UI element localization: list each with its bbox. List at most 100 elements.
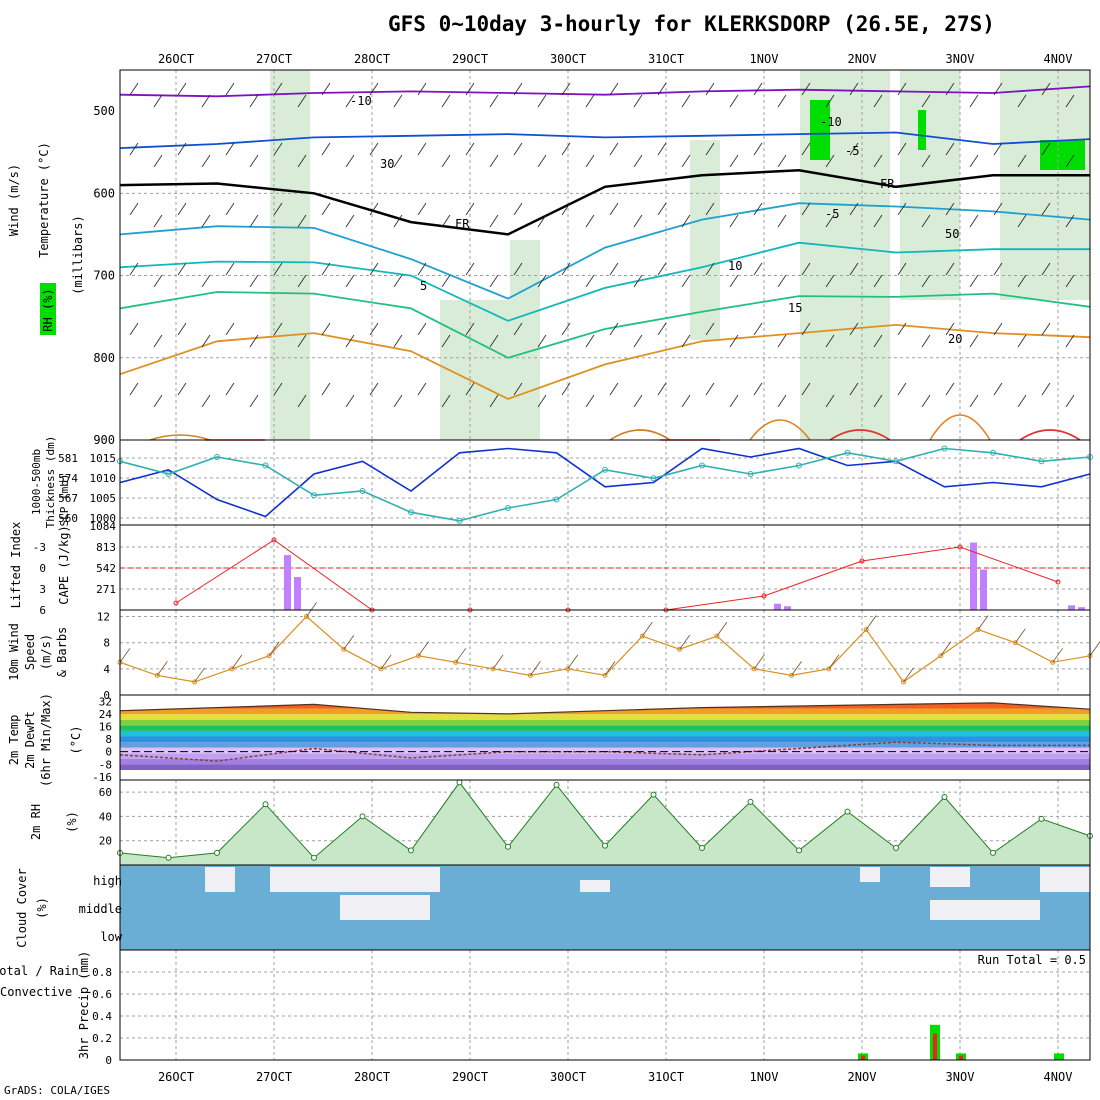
wind-barb bbox=[129, 82, 139, 96]
contour-label: 15 bbox=[788, 301, 802, 315]
wind-barb bbox=[321, 202, 331, 216]
wind-barb bbox=[716, 621, 728, 637]
rh-tick-label: 20 bbox=[99, 835, 112, 848]
wind-barb bbox=[705, 202, 715, 216]
wind-barb bbox=[513, 82, 523, 96]
contour-label: 20 bbox=[948, 332, 962, 346]
panel-side-label: 2m RH bbox=[29, 804, 43, 840]
wind-barb bbox=[201, 394, 211, 408]
rh-shading-high bbox=[810, 100, 830, 160]
wind-speed-marker bbox=[266, 653, 272, 659]
rh-marker bbox=[408, 847, 414, 854]
bottom-date-label: 1NOV bbox=[750, 1070, 779, 1084]
wind-barb bbox=[249, 394, 259, 408]
wind-barb bbox=[441, 94, 451, 108]
top-date-label: 26OCT bbox=[158, 52, 194, 66]
clear-sky-patch bbox=[270, 867, 440, 892]
wind-speed-marker bbox=[1050, 659, 1056, 665]
bottom-date-label: 2NOV bbox=[848, 1070, 877, 1084]
temperature-unit-label: (°C) bbox=[69, 726, 83, 755]
wind-barb bbox=[657, 82, 667, 96]
wind-barb bbox=[873, 94, 883, 108]
wind-speed-marker bbox=[154, 672, 160, 678]
clear-sky-patch bbox=[930, 867, 970, 887]
precip-frame bbox=[119, 949, 1091, 1061]
contour-label: -10 bbox=[820, 115, 842, 129]
temperature-tick-label: -8 bbox=[99, 758, 112, 771]
wind-barb bbox=[513, 322, 523, 336]
wind-barb bbox=[345, 154, 355, 168]
rh-marker bbox=[893, 845, 899, 851]
wind-barb bbox=[489, 214, 499, 228]
wind-speed-marker bbox=[900, 679, 906, 685]
wind-barb bbox=[873, 154, 883, 168]
wind-barb bbox=[561, 382, 571, 396]
wind-barb bbox=[969, 94, 979, 108]
wind-barb bbox=[633, 154, 643, 168]
wind-barb bbox=[380, 654, 392, 670]
wind-barb bbox=[969, 394, 979, 408]
rh-shading-high bbox=[918, 110, 926, 150]
wind-barb bbox=[537, 394, 547, 408]
panel-side-label: 1000-500mb bbox=[30, 449, 43, 515]
wind-barb bbox=[455, 648, 467, 663]
wind-barb bbox=[268, 641, 280, 657]
wind-barb bbox=[753, 202, 763, 216]
wind-barb bbox=[921, 394, 931, 408]
wind-barb bbox=[641, 621, 653, 637]
wind-barb bbox=[825, 154, 835, 168]
wind-barb bbox=[345, 394, 355, 408]
top-date-label: 4NOV bbox=[1044, 52, 1073, 66]
temperature-band bbox=[120, 725, 1090, 731]
thickness-marker bbox=[650, 475, 657, 482]
wind-barb bbox=[273, 382, 283, 396]
lifted-index-tick-label: 3 bbox=[39, 583, 46, 596]
wind-barb bbox=[393, 274, 403, 288]
pressure-axis-label: (millibars) bbox=[71, 215, 85, 294]
isotherm--10 bbox=[119, 85, 1091, 98]
wind-barb bbox=[609, 142, 619, 156]
wind-barb bbox=[825, 334, 835, 348]
wind-barb bbox=[441, 154, 451, 168]
isotherm-15 bbox=[119, 291, 1091, 359]
wind-barb bbox=[801, 262, 811, 276]
contour-label: -5 bbox=[825, 207, 839, 221]
wind-barb bbox=[791, 661, 802, 676]
rh-area bbox=[120, 782, 1090, 865]
cape-bar bbox=[774, 603, 781, 610]
wind-barb bbox=[609, 262, 619, 276]
wind-barb bbox=[825, 394, 835, 408]
pressure-tick-label: 800 bbox=[93, 351, 115, 365]
panel-side-label: Wind (m/s) bbox=[7, 164, 21, 236]
wind-barb bbox=[418, 641, 429, 657]
temperature-tick-label: 32 bbox=[99, 695, 112, 708]
warm-contour bbox=[929, 414, 991, 441]
slp-tick-label: 1005 bbox=[90, 492, 117, 505]
temperature-band bbox=[120, 764, 1090, 770]
wind-barb bbox=[129, 262, 139, 276]
wind-barb bbox=[801, 142, 811, 156]
contour-label: FR bbox=[455, 217, 470, 231]
rh-marker bbox=[602, 842, 608, 849]
top-date-label: 29OCT bbox=[452, 52, 488, 66]
wind-barb bbox=[753, 262, 763, 276]
wind-barb bbox=[225, 202, 235, 216]
wind-barb bbox=[561, 322, 571, 336]
wind-barb bbox=[441, 394, 451, 408]
clear-sky-patch bbox=[930, 900, 1040, 920]
top-date-label: 30OCT bbox=[550, 52, 586, 66]
rh-marker bbox=[262, 801, 269, 808]
wind-barb bbox=[537, 154, 547, 168]
wind-barb bbox=[873, 214, 883, 228]
wind-barb bbox=[777, 154, 787, 168]
wind-barb bbox=[681, 94, 691, 108]
panel-side-label: Cloud Cover bbox=[15, 868, 29, 947]
contour-label: 30 bbox=[380, 157, 394, 171]
wind-barb bbox=[969, 274, 979, 288]
wind-barb bbox=[777, 274, 787, 288]
top-date-label: 2NOV bbox=[848, 52, 877, 66]
rh-marker bbox=[456, 779, 463, 786]
isotherm-5 bbox=[119, 202, 1091, 300]
precip-tick-label: 0 bbox=[105, 1054, 112, 1067]
